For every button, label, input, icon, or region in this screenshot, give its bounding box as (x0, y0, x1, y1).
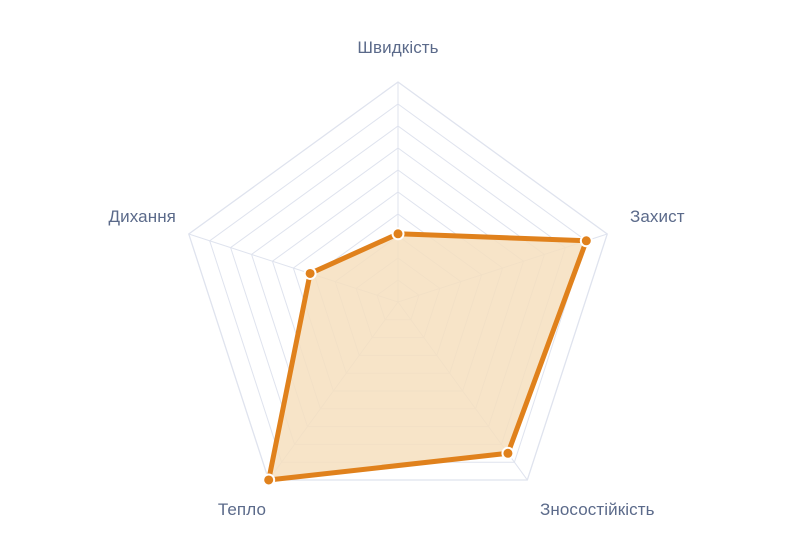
axis-label-wear-resistance: Зносостійкість (540, 500, 655, 519)
radar-data-point[interactable] (262, 473, 276, 487)
radar-data-point[interactable] (501, 446, 515, 460)
radar-series-line (266, 231, 589, 483)
radar-grid-ring (188, 81, 608, 481)
axis-label-protection: Захист (630, 207, 685, 226)
axis-label-breathability: Дихання (108, 207, 176, 226)
radar-series-points[interactable] (262, 227, 593, 487)
radar-data-point[interactable] (579, 234, 593, 248)
radar-data-point[interactable] (391, 227, 405, 241)
axis-label-speed: Швидкість (357, 38, 439, 57)
radar-data-point[interactable] (303, 266, 317, 280)
radar-area-fill (268, 233, 587, 480)
axis-label-warmth: Тепло (217, 500, 266, 519)
radar-series-area (268, 233, 587, 480)
radar-area-outline (266, 231, 589, 483)
